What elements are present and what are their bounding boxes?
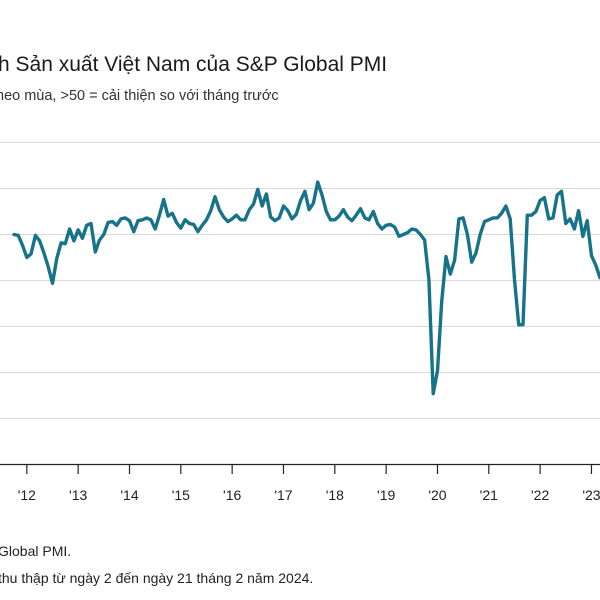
x-tick-label-2021: '21 [480, 487, 498, 503]
note-text: thu thập từ ngày 2 đến ngày 21 tháng 2 n… [0, 570, 314, 586]
x-axis-ticks [26, 464, 593, 474]
x-axis-tick-labels: '12 '13 '14 '15 '16 '17 '18 '19 '20 '21 '22 '23 [18, 487, 600, 503]
x-tick-label-2020: '20 [428, 487, 446, 503]
x-tick-label-2013: '13 [69, 487, 87, 503]
chart-subtitle: heo mùa, >50 = cải thiện so với tháng tr… [0, 88, 279, 104]
x-tick-label-2016: '16 [223, 487, 241, 503]
x-tick-label-2012: '12 [18, 487, 36, 503]
x-tick-label-2014: '14 [120, 487, 138, 503]
x-tick-label-2017: '17 [274, 487, 292, 503]
source-text: Global PMI. [0, 543, 72, 559]
gridlines [0, 142, 600, 419]
x-tick-label-2022: '22 [531, 487, 549, 503]
x-tick-label-2015: '15 [172, 487, 190, 503]
x-tick-label-2019: '19 [377, 487, 395, 503]
x-tick-label-2018: '18 [326, 487, 344, 503]
series-line [12, 180, 600, 396]
x-tick-label-2023: '23 [582, 487, 600, 503]
chart-title: h Sản xuất Việt Nam của S&P Global PMI [0, 53, 388, 76]
